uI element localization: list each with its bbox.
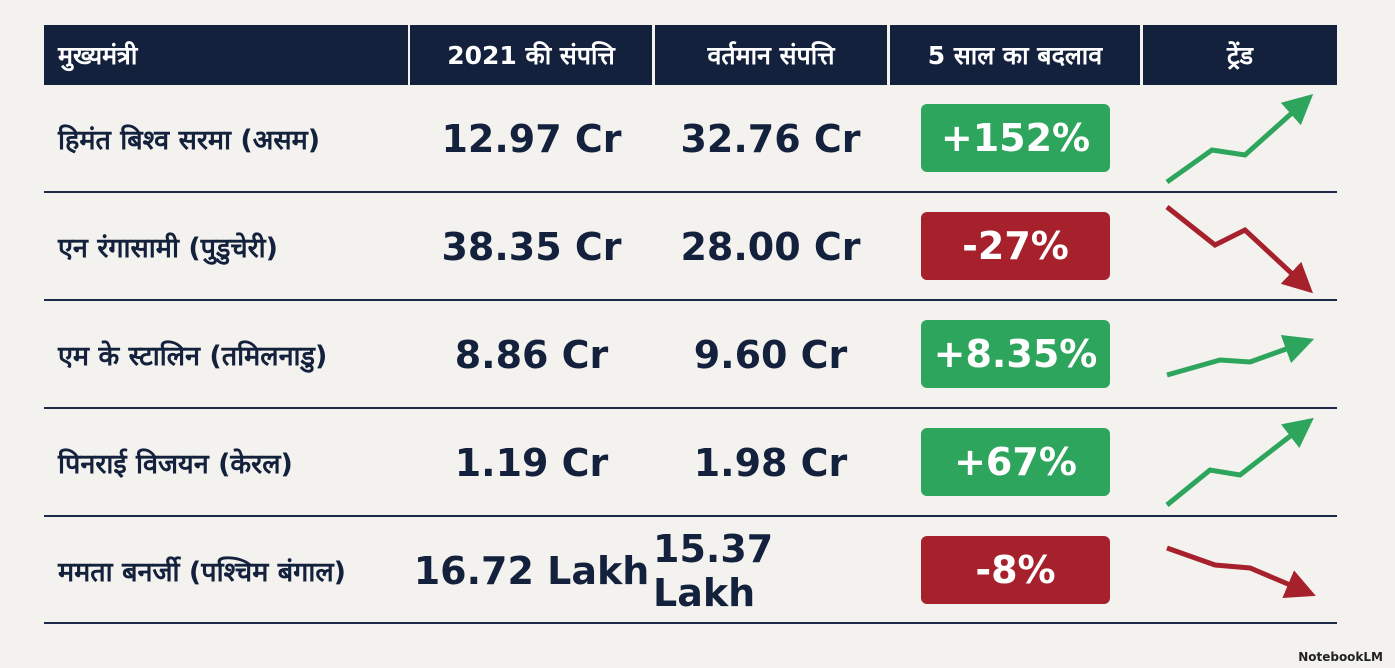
change-badge: +67% [921,428,1110,496]
name: हिमंत बिश्व सरमा (असम) [58,125,321,156]
asset-2021: 1.19 Cr [454,440,609,485]
name: ममता बनर्जी (पश्चिम बंगाल) [58,557,346,588]
trend-down [1165,205,1313,294]
header-cell: 2021 की संपत्ति [410,25,652,85]
asset-now: 28.00 Cr [680,224,861,269]
change-badge: -8% [921,536,1110,604]
change-badge: -27% [921,212,1110,280]
change-badge: +8.35% [921,320,1110,388]
trend-down [1166,545,1316,598]
separator [44,299,1337,301]
change-badge: +152% [921,104,1110,172]
brand: NotebookLM [1298,650,1383,664]
asset-now: 9.60 Cr [693,332,848,377]
asset-2021: 8.86 Cr [454,332,609,377]
trend-up [1166,334,1315,378]
header-cell: मुख्यमंत्री [44,25,408,85]
asset-2021: 16.72 Lakh [413,548,650,593]
separator [44,622,1337,624]
name: पिनराई विजयन (केरल) [58,449,293,480]
separator [44,407,1337,409]
asset-now: 32.76 Cr [680,116,861,161]
asset-2021: 38.35 Cr [441,224,622,269]
trend-up [1165,93,1314,185]
separator [44,191,1337,193]
asset-2021: 12.97 Cr [441,116,622,161]
header-cell: वर्तमान संपत्ति [655,25,887,85]
separator [44,515,1337,517]
name: एन रंगासामी (पुडुचेरी) [58,233,278,264]
asset-now: 15.37 Lakh [653,526,774,615]
trend-up [1165,417,1314,507]
header-cell: 5 साल का बदलाव [890,25,1140,85]
asset-now: 1.98 Cr [693,440,848,485]
header-cell: ट्रेंड [1143,25,1337,85]
name: एम के स्टालिन (तमिलनाडु) [58,341,328,372]
